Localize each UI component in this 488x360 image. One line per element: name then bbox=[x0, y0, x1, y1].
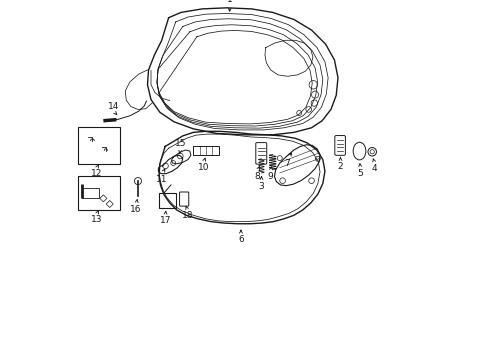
Bar bbox=[82, 188, 99, 198]
Text: 10: 10 bbox=[197, 163, 209, 172]
Circle shape bbox=[279, 178, 285, 184]
Text: 5: 5 bbox=[357, 169, 363, 178]
Text: 1: 1 bbox=[226, 0, 232, 4]
Text: 17: 17 bbox=[159, 216, 171, 225]
Bar bbox=[78, 176, 120, 210]
Circle shape bbox=[170, 161, 175, 166]
Text: 3: 3 bbox=[258, 182, 264, 191]
Text: 12: 12 bbox=[91, 168, 102, 177]
Text: 18: 18 bbox=[182, 211, 193, 220]
Circle shape bbox=[305, 107, 311, 112]
Circle shape bbox=[277, 156, 282, 161]
Text: 14: 14 bbox=[108, 102, 119, 111]
Bar bbox=[193, 146, 218, 154]
FancyBboxPatch shape bbox=[179, 192, 188, 206]
Text: 2: 2 bbox=[337, 162, 343, 171]
Circle shape bbox=[311, 91, 318, 98]
Polygon shape bbox=[100, 195, 107, 202]
Ellipse shape bbox=[352, 142, 365, 160]
Text: 16: 16 bbox=[130, 205, 142, 214]
FancyBboxPatch shape bbox=[334, 136, 345, 155]
Circle shape bbox=[310, 100, 317, 106]
Text: 7: 7 bbox=[284, 159, 289, 168]
Bar bbox=[159, 193, 176, 207]
Circle shape bbox=[367, 148, 376, 156]
Circle shape bbox=[369, 150, 374, 154]
Text: 15: 15 bbox=[174, 139, 186, 148]
Text: 13: 13 bbox=[91, 215, 102, 224]
Text: 9: 9 bbox=[267, 172, 273, 181]
Text: 4: 4 bbox=[371, 164, 377, 173]
Circle shape bbox=[163, 163, 168, 169]
Circle shape bbox=[308, 81, 317, 89]
Text: 8: 8 bbox=[254, 172, 260, 181]
Circle shape bbox=[134, 177, 141, 185]
Polygon shape bbox=[106, 201, 113, 207]
Text: 6: 6 bbox=[238, 235, 244, 244]
Text: 11: 11 bbox=[156, 175, 167, 184]
Circle shape bbox=[296, 111, 301, 116]
Bar bbox=[78, 127, 120, 164]
Circle shape bbox=[315, 156, 320, 161]
Circle shape bbox=[177, 153, 183, 159]
Circle shape bbox=[308, 178, 314, 184]
FancyBboxPatch shape bbox=[255, 143, 266, 164]
